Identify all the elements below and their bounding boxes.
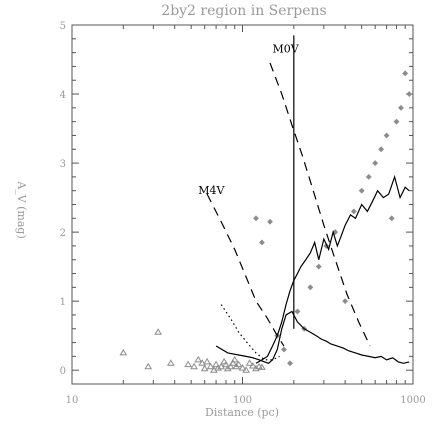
y-tick-label: 4 bbox=[60, 90, 66, 101]
triangle-point bbox=[245, 359, 254, 366]
diamond-point bbox=[259, 239, 265, 246]
dotted-line bbox=[220, 304, 280, 361]
diamond-point bbox=[342, 298, 349, 305]
triangle-point bbox=[234, 360, 243, 368]
diamond-point bbox=[294, 308, 301, 315]
triangle-point bbox=[248, 362, 257, 369]
annotations: M0V M4V bbox=[198, 43, 300, 198]
triangle-point bbox=[230, 355, 239, 363]
y-tick-label: 2 bbox=[60, 228, 66, 239]
triangle-point bbox=[200, 364, 209, 372]
x-tick-label: 1000 bbox=[400, 395, 425, 406]
dashed-track-line bbox=[269, 62, 371, 347]
diamond-point bbox=[398, 104, 404, 111]
chart-title: 2by2 region in Serpens bbox=[161, 3, 326, 19]
diamond-point bbox=[253, 215, 259, 222]
triangle-point bbox=[194, 355, 203, 363]
triangle-point bbox=[198, 359, 207, 366]
triangle-point bbox=[144, 362, 153, 370]
diamond-point bbox=[315, 263, 322, 270]
series-lines bbox=[206, 35, 410, 364]
y-tick-label: 5 bbox=[60, 21, 66, 32]
triangle-point bbox=[154, 328, 163, 335]
y-tick-label: 3 bbox=[60, 159, 66, 170]
diamond-point bbox=[393, 118, 400, 125]
x-axis-ticks: 10 100 1000 bbox=[66, 25, 426, 406]
diamond-point bbox=[350, 208, 357, 215]
diamond-point bbox=[267, 218, 273, 225]
triangle-point bbox=[258, 363, 266, 370]
triangle-point bbox=[226, 362, 235, 370]
x-axis-label: Distance (pc) bbox=[205, 406, 279, 419]
triangle-point bbox=[166, 359, 175, 366]
triangle-point bbox=[206, 362, 215, 370]
triangle-point bbox=[214, 364, 223, 371]
diamond-point bbox=[388, 215, 395, 222]
series-line bbox=[255, 174, 410, 364]
diamond-point bbox=[372, 160, 379, 167]
annotation-label: M0V bbox=[273, 43, 300, 56]
triangle-point bbox=[190, 362, 198, 370]
triangle-point bbox=[222, 360, 230, 368]
dashed-track-line bbox=[206, 193, 285, 347]
triangle-point bbox=[119, 348, 128, 356]
diamond-point bbox=[365, 173, 372, 180]
diamond-point bbox=[307, 284, 314, 291]
x-tick-label: 10 bbox=[66, 395, 79, 406]
diamond-point bbox=[383, 132, 390, 139]
triangle-point bbox=[203, 357, 211, 365]
x-tick-label: 100 bbox=[233, 395, 252, 406]
triangle-point bbox=[229, 359, 237, 366]
triangle-point bbox=[238, 364, 247, 371]
y-tick-label: 0 bbox=[60, 366, 66, 377]
diamond-point bbox=[287, 360, 293, 367]
diamond-point bbox=[378, 146, 385, 153]
series-line bbox=[215, 310, 410, 364]
triangle-point bbox=[212, 360, 220, 368]
diamond-point bbox=[402, 70, 409, 77]
triangle-point bbox=[242, 366, 250, 373]
y-axis-label: A_V (mag) bbox=[15, 180, 28, 239]
triangle-point bbox=[184, 360, 193, 368]
diamond-point bbox=[406, 91, 413, 97]
diamond-point bbox=[358, 187, 365, 194]
annotation-label: M4V bbox=[198, 184, 225, 197]
diamond-point bbox=[281, 346, 287, 353]
y-axis-ticks: 0 1 2 3 4 5 bbox=[60, 21, 413, 377]
y-tick-label: 1 bbox=[60, 297, 66, 308]
scatter-points bbox=[119, 70, 413, 373]
